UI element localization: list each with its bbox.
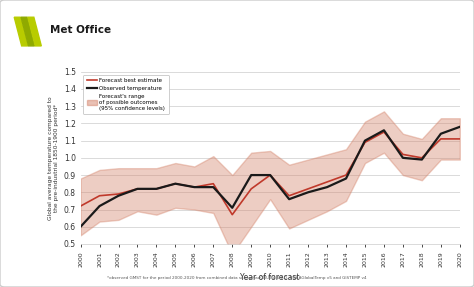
Legend: Forecast best estimate, Observed temperature, Forecast's range
of possible outco: Forecast best estimate, Observed tempera… (83, 75, 169, 114)
Text: Met Office: Met Office (50, 25, 111, 35)
Text: *observed GMST for the period 2000-2020 from combined data series HadCRUT 4.6.0.: *observed GMST for the period 2000-2020 … (107, 276, 367, 280)
Polygon shape (28, 17, 41, 46)
Y-axis label: Global average temperature compared to
the pre-industrial 1850-1900 period*: Global average temperature compared to t… (48, 96, 59, 220)
X-axis label: Year of forecast: Year of forecast (240, 273, 300, 282)
Polygon shape (14, 17, 27, 46)
Polygon shape (21, 17, 35, 46)
